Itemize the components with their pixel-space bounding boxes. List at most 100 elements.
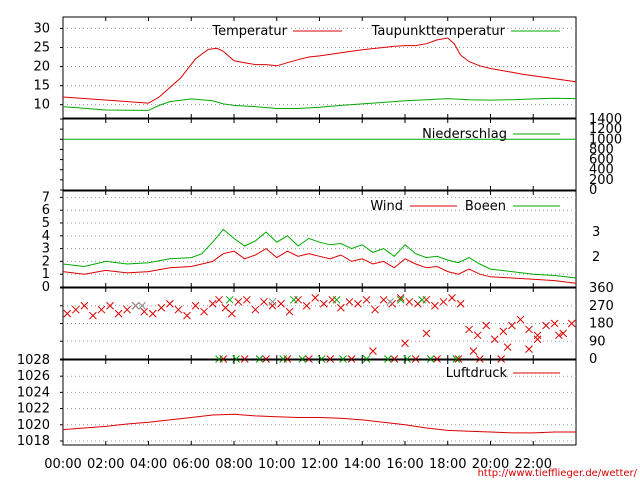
dir-point-0 xyxy=(106,301,114,310)
dir-point-2 xyxy=(268,297,277,306)
x-tick-label: 16:00 xyxy=(386,457,423,472)
wind-right-tick-label: 3 xyxy=(592,225,600,240)
rain-tick-label: 1200 xyxy=(589,122,622,137)
dir-tick-label: 180 xyxy=(589,317,614,332)
dir-point-0 xyxy=(337,303,345,312)
dir-point-0 xyxy=(311,294,320,302)
wind-tick-label: 7 xyxy=(42,190,50,205)
dir-point-0 xyxy=(326,355,335,363)
dir-point-0 xyxy=(369,347,377,355)
rain-tick-label: 1400 xyxy=(589,112,622,127)
dir-point-0 xyxy=(157,303,166,312)
dir-point-0 xyxy=(362,295,371,304)
dir-point-0 xyxy=(497,355,506,363)
wind-right-tick-label: 2 xyxy=(592,250,600,265)
dir-point-0 xyxy=(242,295,251,304)
dir-point-0 xyxy=(347,355,356,363)
niederschlag-legend-label: Niederschlag xyxy=(422,127,507,142)
press-tick-label: 1022 xyxy=(17,402,50,417)
dir-point-0 xyxy=(490,335,499,344)
dir-point-0 xyxy=(148,309,157,318)
dir-point-0 xyxy=(550,319,559,328)
wind-series-0-line xyxy=(62,247,577,284)
press-tick-label: 1018 xyxy=(17,434,50,449)
rain-tick-label: 400 xyxy=(589,163,614,178)
dir-point-0 xyxy=(174,305,183,314)
dir-point-0 xyxy=(208,299,217,308)
dir-point-1 xyxy=(289,295,298,304)
dir-point-0 xyxy=(390,355,399,363)
dir-point-0 xyxy=(454,355,463,363)
wind-legend-label: Wind xyxy=(370,199,403,214)
dir-point-0 xyxy=(71,305,80,314)
dir-point-0 xyxy=(221,303,230,312)
dir-point-0 xyxy=(542,321,550,330)
dir-point-0 xyxy=(475,355,484,363)
temp-series-0-line xyxy=(62,37,577,104)
press-tick-label: 1020 xyxy=(17,418,50,433)
dir-point-0 xyxy=(304,355,313,363)
dir-tick-label: 90 xyxy=(589,334,606,349)
dir-point-0 xyxy=(405,297,414,306)
x-tick-label: 08:00 xyxy=(215,457,252,472)
dir-point-0 xyxy=(123,305,131,314)
dir-point-0 xyxy=(89,311,97,320)
dir-point-0 xyxy=(183,311,191,320)
dir-tick-label: 270 xyxy=(589,299,614,314)
dir-point-0 xyxy=(555,331,563,340)
dir-point-1 xyxy=(279,355,288,363)
temp-tick-label: 25 xyxy=(33,40,50,55)
dir-point-0 xyxy=(215,295,223,304)
dir-point-0 xyxy=(456,299,465,308)
x-tick-label: 02:00 xyxy=(87,457,124,472)
temperatur-legend-label: Temperatur xyxy=(211,24,287,39)
wind-tick-label: 5 xyxy=(42,216,50,231)
dir-point-0 xyxy=(533,335,542,344)
temp-tick-label: 10 xyxy=(33,98,50,113)
dir-point-0 xyxy=(114,309,123,318)
dir-point-1 xyxy=(384,355,392,363)
dir-point-0 xyxy=(499,327,508,336)
wind-tick-label: 1 xyxy=(42,267,50,282)
rain-tick-label: 1000 xyxy=(589,132,622,147)
dir-point-1 xyxy=(426,355,435,363)
dir-point-0 xyxy=(411,355,420,363)
taupunkt-legend-label: Taupunkttemperatur xyxy=(371,24,506,39)
dir-point-1 xyxy=(215,355,223,363)
dir-point-0 xyxy=(268,301,277,310)
dir-point-0 xyxy=(234,297,243,306)
dir-point-0 xyxy=(371,305,379,314)
dir-point-2 xyxy=(386,297,394,306)
source-url: http://www.tiefflieger.de/wetter/ xyxy=(478,468,638,479)
dir-point-0 xyxy=(97,305,106,314)
dir-point-0 xyxy=(516,315,525,324)
x-tick-label: 18:00 xyxy=(429,457,466,472)
dir-point-0 xyxy=(559,329,568,338)
rain-tick-label: 0 xyxy=(589,183,597,198)
dir-point-0 xyxy=(422,329,431,338)
dir-point-0 xyxy=(285,307,294,316)
x-tick-label: 14:00 xyxy=(344,457,381,472)
dir-point-0 xyxy=(240,355,249,363)
wind-tick-label: 2 xyxy=(42,254,50,269)
rain-tick-label: 600 xyxy=(589,153,614,168)
dir-point-0 xyxy=(191,301,200,310)
x-tick-label: 20:00 xyxy=(472,457,509,472)
press-tick-label: 1026 xyxy=(17,369,50,384)
dir-point-0 xyxy=(302,301,311,310)
press-series-0-line xyxy=(62,413,576,434)
dir-point-0 xyxy=(345,297,354,306)
dir-point-0 xyxy=(525,325,533,334)
dir-point-0 xyxy=(469,347,478,355)
dir-point-1 xyxy=(339,355,347,363)
dir-point-0 xyxy=(80,301,89,310)
dir-point-0 xyxy=(140,307,149,316)
boeen-legend-label: Boeen xyxy=(465,199,506,214)
dir-point-2 xyxy=(131,301,140,310)
x-tick-label: 10:00 xyxy=(258,457,295,472)
dir-point-0 xyxy=(533,331,542,340)
temp-tick-label: 30 xyxy=(33,21,50,36)
dir-point-1 xyxy=(418,295,426,304)
dir-point-0 xyxy=(401,339,409,348)
dir-point-0 xyxy=(251,305,260,314)
